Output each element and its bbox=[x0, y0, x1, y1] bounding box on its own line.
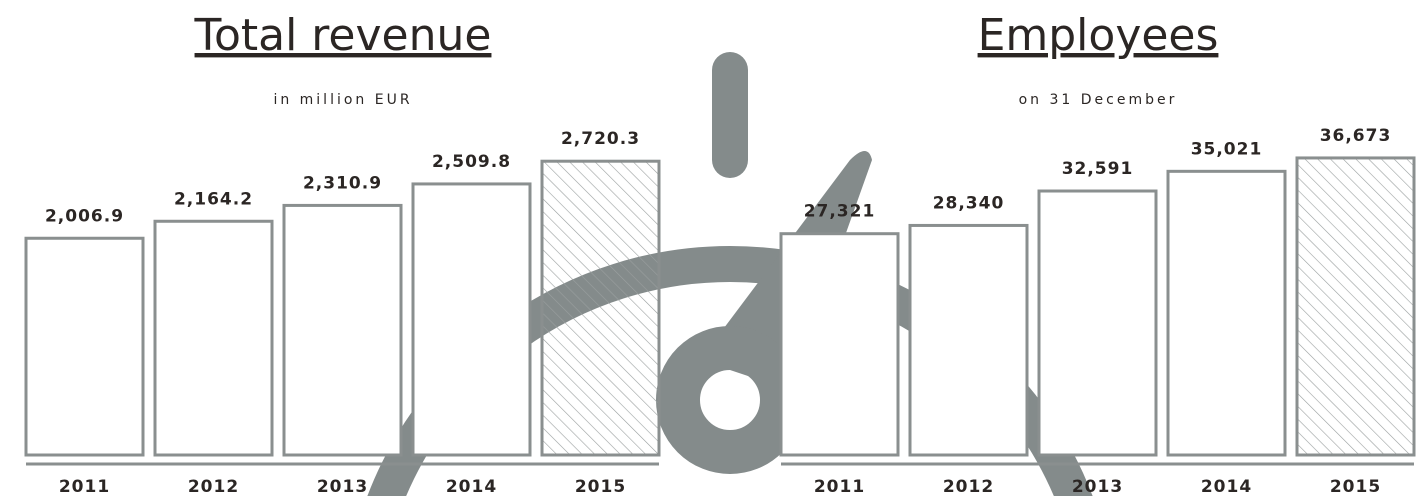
value-label: 32,591 bbox=[1062, 159, 1134, 179]
bar bbox=[411, 182, 532, 457]
chart-subtitle: in million EUR bbox=[273, 92, 412, 108]
x-tick-label: 2012 bbox=[943, 477, 994, 496]
value-label: 36,673 bbox=[1320, 126, 1392, 146]
bar bbox=[1037, 189, 1158, 457]
x-tick-label: 2013 bbox=[317, 477, 368, 496]
x-tick-label: 2015 bbox=[575, 477, 626, 496]
value-label: 2,310.9 bbox=[303, 173, 382, 193]
x-tick-label: 2014 bbox=[446, 477, 497, 496]
bar bbox=[908, 223, 1029, 457]
value-label: 2,720.3 bbox=[561, 129, 640, 149]
x-tick-label: 2014 bbox=[1201, 477, 1252, 496]
bar bbox=[1166, 169, 1287, 457]
chart-title: Total revenue bbox=[194, 10, 492, 61]
value-label: 27,321 bbox=[804, 202, 876, 222]
chart-title: Employees bbox=[978, 10, 1219, 61]
bar bbox=[282, 203, 403, 457]
value-label: 2,006.9 bbox=[45, 206, 124, 226]
x-tick-label: 2015 bbox=[1330, 477, 1381, 496]
value-label: 2,164.2 bbox=[174, 189, 253, 209]
x-tick-label: 2012 bbox=[188, 477, 239, 496]
value-label: 35,021 bbox=[1191, 139, 1263, 159]
charts: Total revenue in million EUR 2,006.9 2011 2,… bbox=[24, 10, 1416, 496]
chart-subtitle: on 31 December bbox=[1019, 92, 1178, 108]
bar bbox=[540, 159, 661, 457]
x-tick-label: 2013 bbox=[1072, 477, 1123, 496]
value-label: 28,340 bbox=[933, 193, 1005, 213]
bar bbox=[779, 232, 900, 457]
value-label: 2,509.8 bbox=[432, 152, 511, 172]
x-tick-label: 2011 bbox=[814, 477, 865, 496]
x-tick-label: 2011 bbox=[59, 477, 110, 496]
bar bbox=[153, 219, 274, 457]
bar bbox=[1295, 156, 1416, 457]
bar bbox=[24, 236, 145, 457]
